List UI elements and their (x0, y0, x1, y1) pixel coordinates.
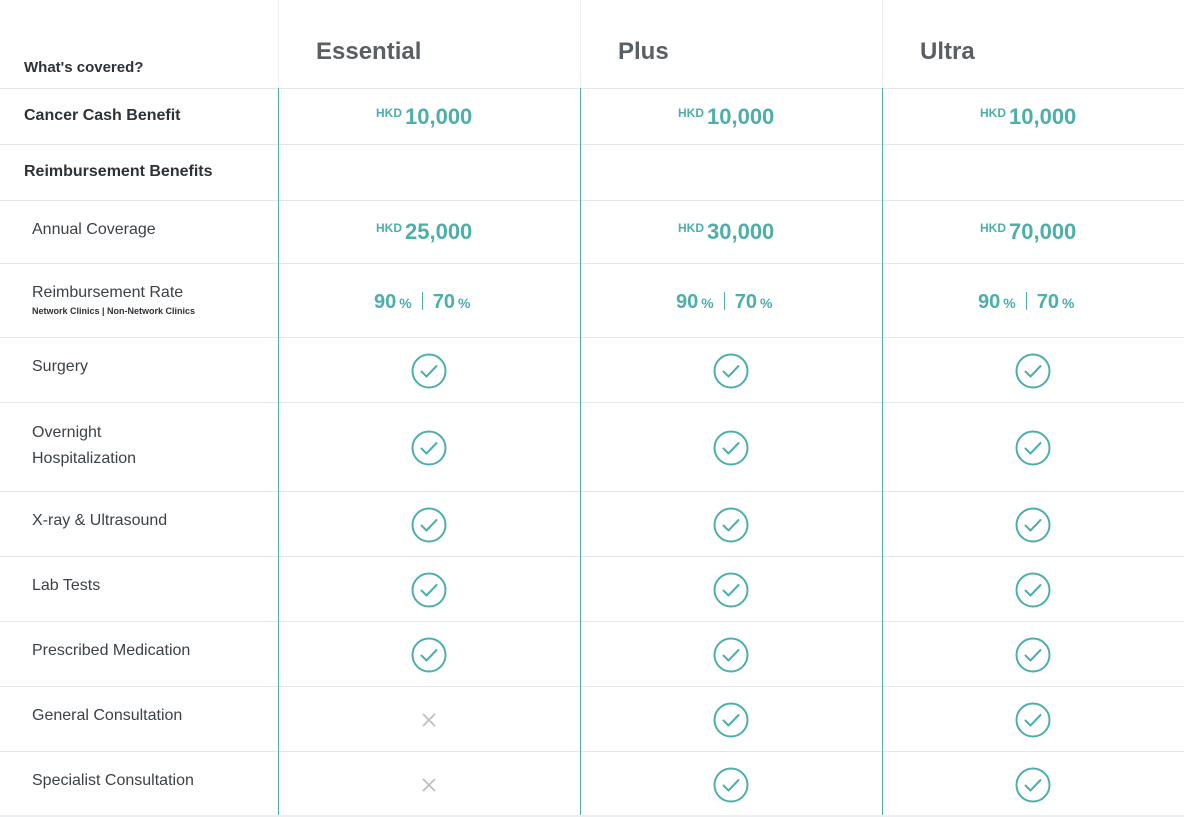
check-circle-icon (1015, 572, 1051, 608)
reimbursement-rate-label: Reimbursement Rate (32, 284, 184, 301)
feature-row: General Consultation (0, 687, 1184, 752)
check-circle-icon (411, 430, 447, 466)
feature-row: Surgery (0, 338, 1184, 403)
cancer-cash-ultra: HKD 10,000 (980, 104, 1077, 129)
header-row: What's covered? Essential Plus Ultra (0, 0, 1184, 89)
feature-label: General Consultation (32, 707, 183, 724)
annual-coverage-essential: HKD 25,000 (376, 219, 473, 244)
cross-icon (422, 713, 436, 727)
check-circle-icon (1015, 702, 1051, 738)
check-circle-icon (713, 767, 749, 803)
reimbursement-section-row: Reimbursement Benefits (0, 145, 1184, 201)
check-circle-icon (1015, 507, 1051, 543)
check-circle-icon (1015, 430, 1051, 466)
column-divider (580, 88, 581, 816)
check-circle-icon (411, 572, 447, 608)
column-divider (882, 88, 883, 816)
annual-coverage-plus: HKD 30,000 (678, 219, 775, 244)
check-circle-icon (411, 637, 447, 673)
plan-essential-title: Essential (316, 38, 422, 65)
cancer-cash-row: Cancer Cash Benefit HKD 10,000 HKD 10,000 … (0, 88, 1184, 145)
reimbursement-rate-ultra: 90% 70% (978, 291, 1075, 313)
feature-row: Prescribed Medication (0, 622, 1184, 687)
reimbursement-rate-essential: 90% 70% (374, 291, 471, 313)
reimbursement-rate-plus: 90% 70% (676, 291, 773, 313)
cancer-cash-essential: HKD 10,000 (376, 104, 473, 129)
check-circle-icon (1015, 353, 1051, 389)
header-col-divider (882, 0, 883, 88)
annual-coverage-label: Annual Coverage (32, 221, 156, 238)
check-circle-icon (713, 702, 749, 738)
check-circle-icon (411, 353, 447, 389)
plan-plus-title: Plus (618, 38, 669, 65)
feature-label: Lab Tests (32, 577, 101, 594)
feature-label: Overnight Hospitalization (32, 424, 137, 467)
whats-covered-label: What's covered? (24, 59, 144, 76)
check-circle-icon (713, 572, 749, 608)
cancer-cash-plus: HKD 10,000 (678, 104, 775, 129)
feature-label: Prescribed Medication (32, 642, 191, 659)
reimbursement-rate-row: Reimbursement Rate Network Clinics | Non… (0, 264, 1184, 338)
reimbursement-section-label: Reimbursement Benefits (24, 163, 213, 180)
annual-coverage-ultra: HKD 70,000 (980, 219, 1077, 244)
table-bottom-border (0, 815, 1184, 817)
feature-label: Surgery (32, 358, 89, 375)
annual-coverage-row: Annual Coverage HKD 25,000 HKD 30,000 HKD 7… (0, 201, 1184, 264)
check-circle-icon (713, 637, 749, 673)
feature-row: Specialist Consultation (0, 752, 1184, 816)
feature-label: X-ray & Ultrasound (32, 512, 168, 529)
check-circle-icon (1015, 637, 1051, 673)
check-circle-icon (713, 430, 749, 466)
column-divider (278, 88, 279, 816)
cross-icon (422, 778, 436, 792)
feature-label: Specialist Consultation (32, 772, 194, 789)
check-circle-icon (713, 507, 749, 543)
check-circle-icon (411, 507, 447, 543)
plan-ultra-title: Ultra (920, 38, 975, 65)
header-col-divider (580, 0, 581, 88)
cancer-cash-label: Cancer Cash Benefit (24, 107, 181, 124)
check-circle-icon (1015, 767, 1051, 803)
header-col-divider (278, 0, 279, 88)
feature-row: Overnight Hospitalization (0, 403, 1184, 492)
check-circle-icon (713, 353, 749, 389)
reimbursement-rate-sublabel: Network Clinics | Non-Network Clinics (32, 306, 196, 316)
feature-row: Lab Tests (0, 557, 1184, 622)
feature-row: X-ray & Ultrasound (0, 492, 1184, 557)
